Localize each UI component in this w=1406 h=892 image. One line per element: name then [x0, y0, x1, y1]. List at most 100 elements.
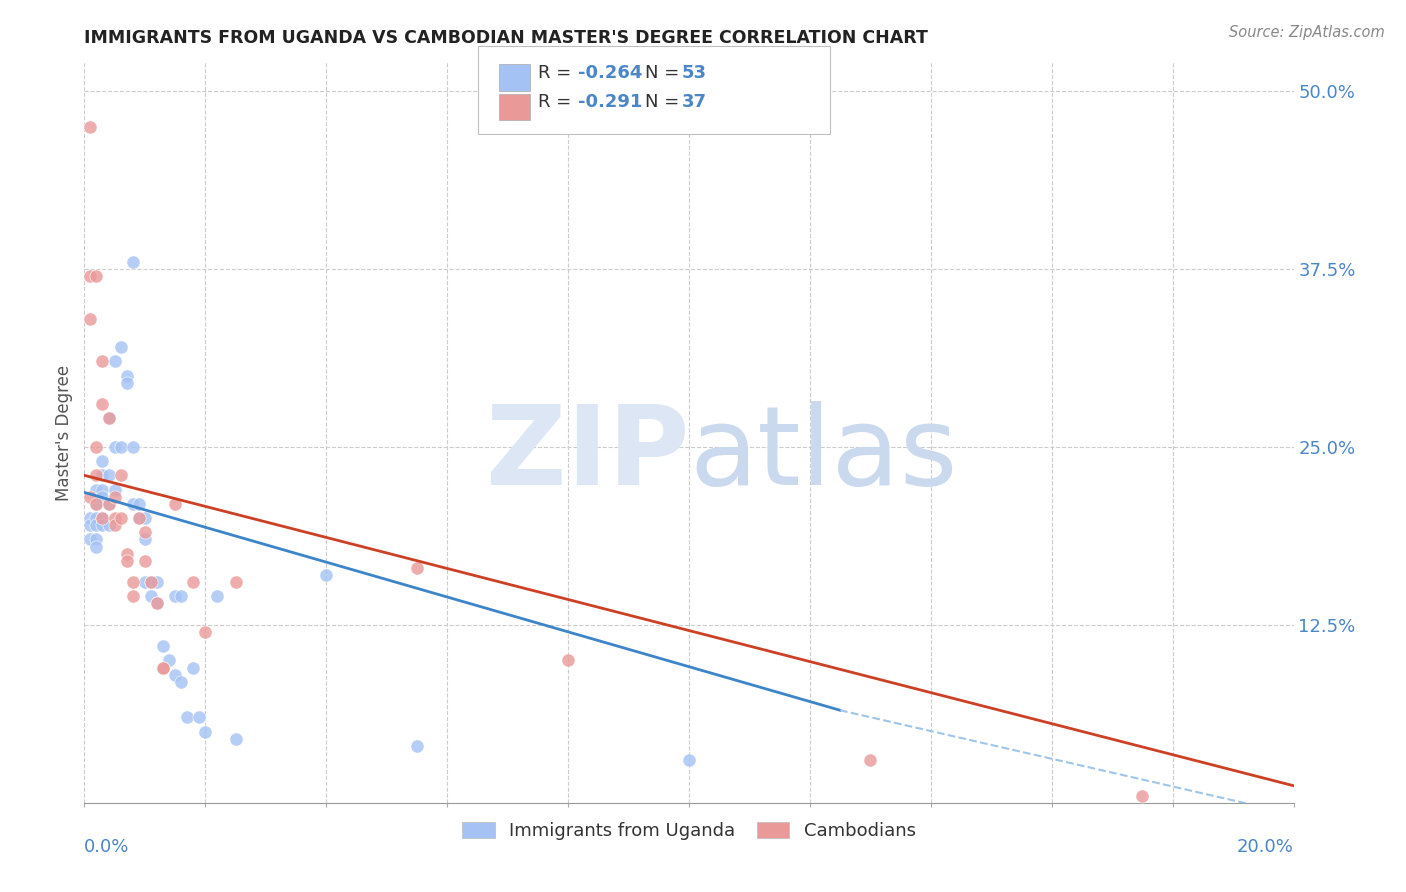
Point	[146, 597, 169, 611]
Point	[86, 497, 108, 511]
Point	[110, 340, 132, 354]
Point	[86, 483, 108, 497]
Text: Source: ZipAtlas.com: Source: ZipAtlas.com	[1229, 25, 1385, 40]
Point	[115, 554, 138, 568]
Point	[157, 653, 180, 667]
Text: N =: N =	[645, 93, 685, 112]
Point	[91, 397, 114, 411]
Point	[188, 710, 211, 724]
Point	[121, 440, 143, 454]
Text: 53: 53	[682, 63, 707, 82]
Point	[79, 268, 101, 283]
Text: R =: R =	[538, 63, 578, 82]
Point	[110, 440, 132, 454]
Text: 20.0%: 20.0%	[1237, 838, 1294, 856]
Point	[104, 511, 127, 525]
Point	[557, 653, 579, 667]
Point	[1130, 789, 1153, 803]
Point	[165, 497, 187, 511]
Point	[176, 710, 198, 724]
Point	[110, 468, 132, 483]
Point	[79, 490, 101, 504]
Point	[86, 440, 108, 454]
Point	[91, 483, 114, 497]
Point	[121, 497, 143, 511]
Point	[128, 511, 150, 525]
Point	[146, 575, 169, 590]
Point	[152, 639, 174, 653]
Text: 37: 37	[682, 93, 707, 112]
Text: R =: R =	[538, 93, 578, 112]
Point	[121, 575, 143, 590]
Text: ZIP: ZIP	[485, 401, 689, 508]
Point	[97, 411, 120, 425]
Point	[859, 753, 882, 767]
Point	[121, 590, 143, 604]
Legend: Immigrants from Uganda, Cambodians: Immigrants from Uganda, Cambodians	[456, 814, 922, 847]
Point	[139, 590, 162, 604]
Point	[91, 518, 114, 533]
Point	[104, 440, 127, 454]
Point	[678, 753, 700, 767]
Point	[104, 518, 127, 533]
Point	[170, 590, 193, 604]
Point	[91, 468, 114, 483]
Text: atlas: atlas	[689, 401, 957, 508]
Point	[104, 354, 127, 368]
Point	[97, 518, 120, 533]
Point	[97, 497, 120, 511]
Text: -0.291: -0.291	[578, 93, 643, 112]
Point	[86, 533, 108, 547]
Point	[181, 575, 204, 590]
Point	[128, 497, 150, 511]
Point	[91, 354, 114, 368]
Point	[225, 731, 247, 746]
Point	[128, 511, 150, 525]
Point	[86, 268, 108, 283]
Point	[86, 511, 108, 525]
Point	[86, 468, 108, 483]
Point	[79, 518, 101, 533]
Text: -0.264: -0.264	[578, 63, 643, 82]
Point	[315, 568, 337, 582]
Point	[146, 597, 169, 611]
Point	[152, 660, 174, 674]
Point	[165, 667, 187, 681]
Text: N =: N =	[645, 63, 685, 82]
Point	[104, 483, 127, 497]
Point	[110, 511, 132, 525]
Point	[225, 575, 247, 590]
Point	[139, 575, 162, 590]
Point	[79, 511, 101, 525]
Point	[194, 724, 217, 739]
Point	[79, 311, 101, 326]
Point	[152, 660, 174, 674]
Point	[97, 468, 120, 483]
Point	[406, 739, 429, 753]
Point	[134, 525, 156, 540]
Point	[181, 660, 204, 674]
Point	[91, 490, 114, 504]
Point	[86, 518, 108, 533]
Point	[91, 511, 114, 525]
Point	[104, 490, 127, 504]
Point	[121, 254, 143, 268]
Point	[86, 497, 108, 511]
Point	[91, 511, 114, 525]
Point	[134, 554, 156, 568]
Point	[134, 575, 156, 590]
Text: IMMIGRANTS FROM UGANDA VS CAMBODIAN MASTER'S DEGREE CORRELATION CHART: IMMIGRANTS FROM UGANDA VS CAMBODIAN MAST…	[84, 29, 928, 47]
Point	[194, 624, 217, 639]
Point	[97, 497, 120, 511]
Point	[165, 590, 187, 604]
Point	[134, 511, 156, 525]
Point	[79, 533, 101, 547]
Point	[115, 368, 138, 383]
Point	[79, 120, 101, 134]
Point	[406, 561, 429, 575]
Point	[91, 454, 114, 468]
Point	[115, 547, 138, 561]
Point	[86, 540, 108, 554]
Point	[134, 533, 156, 547]
Y-axis label: Master's Degree: Master's Degree	[55, 365, 73, 500]
